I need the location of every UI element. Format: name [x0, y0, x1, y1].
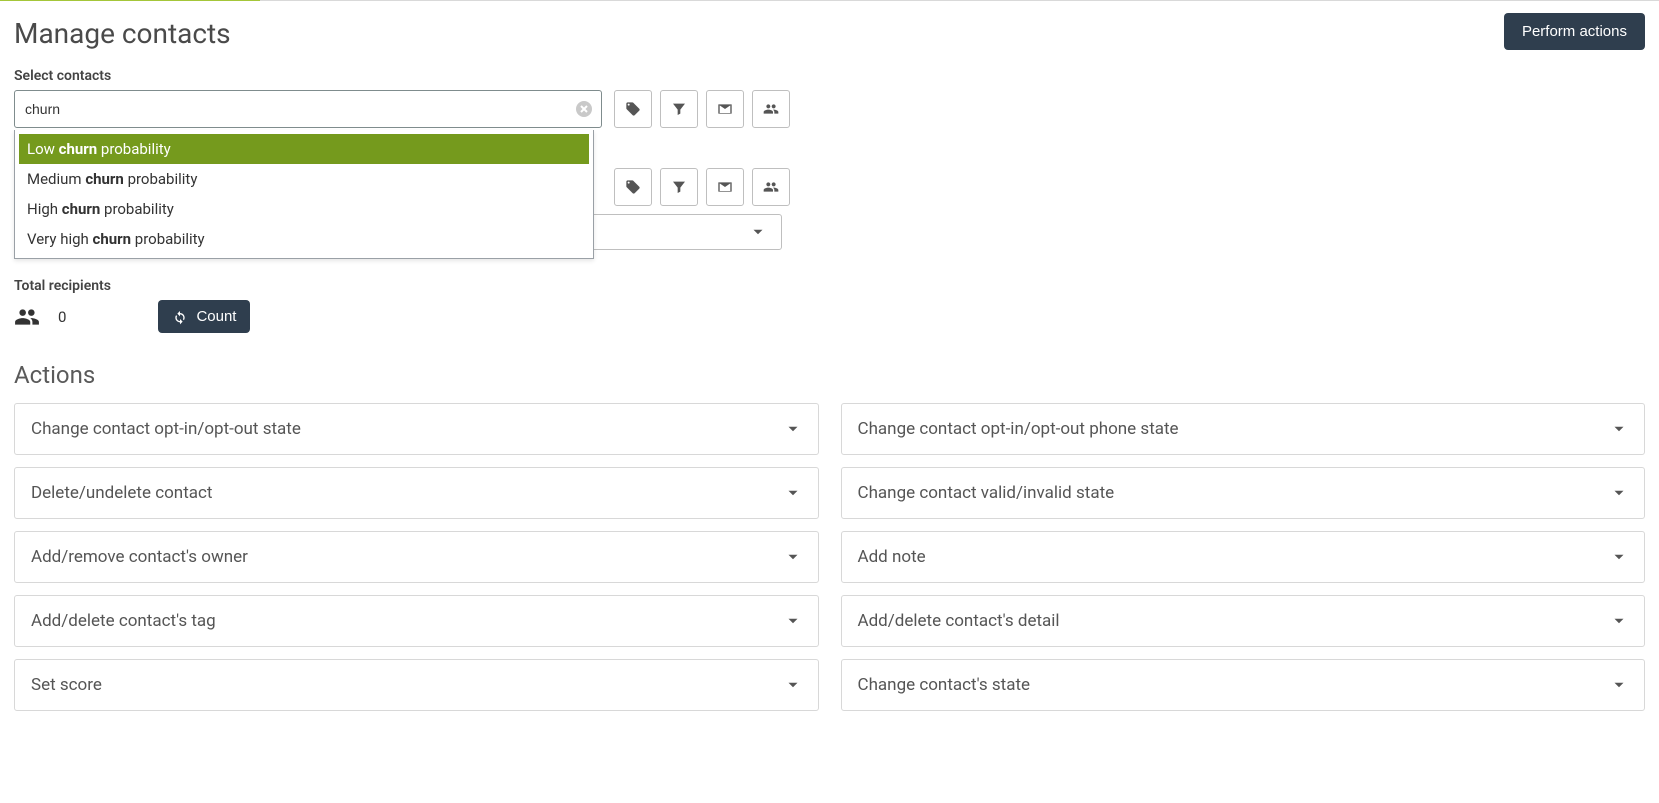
- action-card[interactable]: Add/remove contact's owner: [14, 531, 819, 583]
- recipient-count: 0: [58, 308, 66, 326]
- action-card[interactable]: Add note: [841, 531, 1646, 583]
- action-card-label: Add/delete contact's detail: [858, 611, 1060, 631]
- chevron-down-icon: [1610, 420, 1628, 438]
- perform-actions-button[interactable]: Perform actions: [1504, 13, 1645, 50]
- users-filter-button[interactable]: [752, 90, 790, 128]
- action-card-label: Change contact opt-in/opt-out phone stat…: [858, 419, 1179, 439]
- chevron-down-icon: [784, 612, 802, 630]
- action-card[interactable]: Add/delete contact's detail: [841, 595, 1646, 647]
- filter-button-2[interactable]: [660, 168, 698, 206]
- chevron-down-icon: [784, 484, 802, 502]
- action-card-label: Change contact valid/invalid state: [858, 483, 1115, 503]
- clear-input-icon[interactable]: [576, 101, 592, 117]
- action-card[interactable]: Change contact's state: [841, 659, 1646, 711]
- mail-filter-button[interactable]: [706, 90, 744, 128]
- users-filter-button-2[interactable]: [752, 168, 790, 206]
- tag-filter-button[interactable]: [614, 90, 652, 128]
- select-contacts-label: Select contacts: [14, 68, 1645, 84]
- refresh-icon: [172, 309, 188, 325]
- action-card-label: Change contact's state: [858, 675, 1031, 695]
- chevron-down-icon: [784, 676, 802, 694]
- chevron-down-icon: [1610, 548, 1628, 566]
- action-card[interactable]: Change contact opt-in/opt-out phone stat…: [841, 403, 1646, 455]
- count-button-label: Count: [196, 308, 236, 325]
- page-title: Manage contacts: [14, 17, 231, 50]
- action-card-label: Delete/undelete contact: [31, 483, 212, 503]
- search-input-wrap: Low churn probabilityMedium churn probab…: [14, 90, 602, 128]
- action-card[interactable]: Delete/undelete contact: [14, 467, 819, 519]
- suggestion-item[interactable]: Very high churn probability: [19, 224, 589, 254]
- mail-filter-button-2[interactable]: [706, 168, 744, 206]
- action-card-label: Add note: [858, 547, 926, 567]
- action-card[interactable]: Change contact valid/invalid state: [841, 467, 1646, 519]
- action-card-label: Add/delete contact's tag: [31, 611, 216, 631]
- filter-button[interactable]: [660, 90, 698, 128]
- action-card[interactable]: Change contact opt-in/opt-out state: [14, 403, 819, 455]
- chevron-down-icon: [784, 420, 802, 438]
- total-recipients-label: Total recipients: [14, 278, 1645, 294]
- chevron-down-icon: [1610, 484, 1628, 502]
- chevron-down-icon: [1610, 612, 1628, 630]
- action-card-label: Change contact opt-in/opt-out state: [31, 419, 301, 439]
- chevron-down-icon: [1610, 676, 1628, 694]
- top-accent-bar: [0, 0, 260, 1]
- actions-heading: Actions: [14, 361, 1645, 389]
- users-icon: [14, 304, 40, 330]
- suggestion-item[interactable]: Low churn probability: [19, 134, 589, 164]
- chevron-down-icon: [749, 223, 767, 241]
- suggestions-dropdown: Low churn probabilityMedium churn probab…: [14, 130, 594, 259]
- suggestion-item[interactable]: Medium churn probability: [19, 164, 589, 194]
- suggestion-item[interactable]: High churn probability: [19, 194, 589, 224]
- action-card-label: Set score: [31, 675, 102, 695]
- chevron-down-icon: [784, 548, 802, 566]
- action-card-label: Add/remove contact's owner: [31, 547, 248, 567]
- tag-filter-button-2[interactable]: [614, 168, 652, 206]
- count-button[interactable]: Count: [158, 300, 250, 333]
- action-card[interactable]: Add/delete contact's tag: [14, 595, 819, 647]
- search-input[interactable]: [14, 90, 602, 128]
- action-card[interactable]: Set score: [14, 659, 819, 711]
